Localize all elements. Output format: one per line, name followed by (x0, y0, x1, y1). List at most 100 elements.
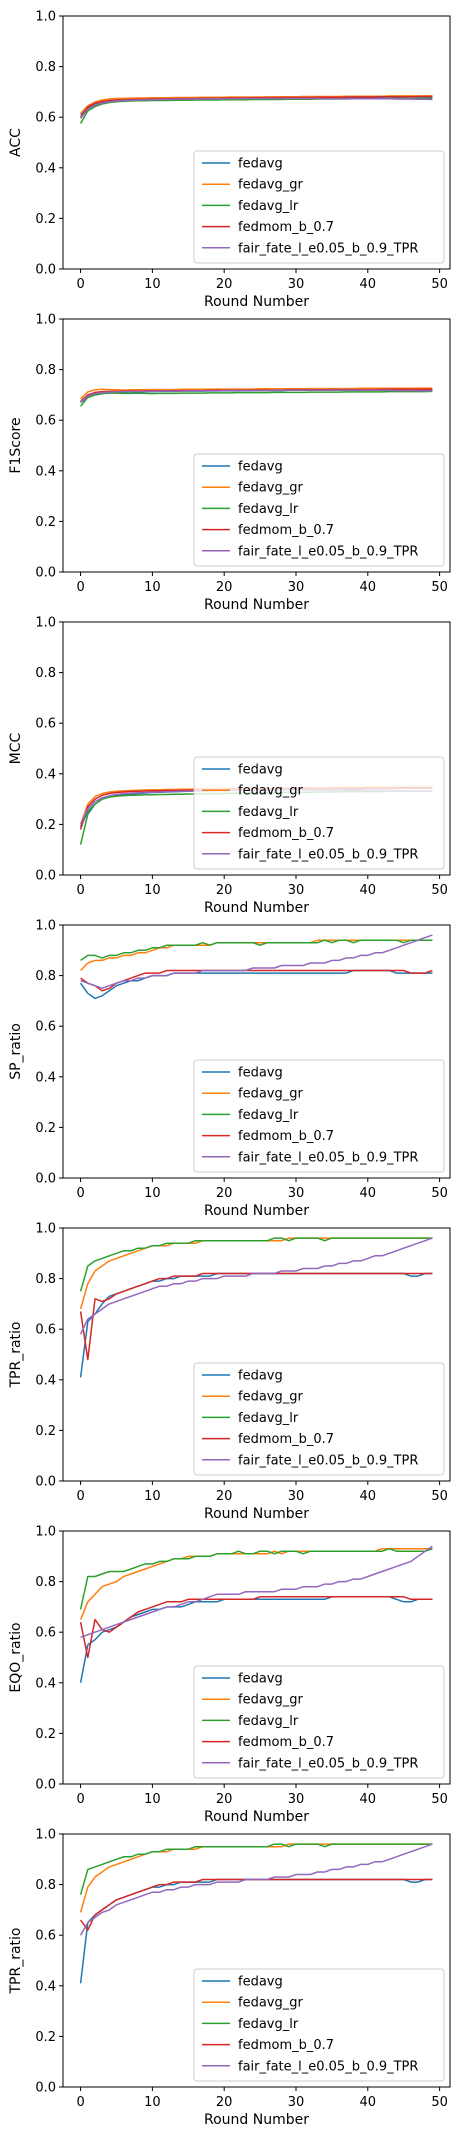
y-tick-label: 0.6 (35, 1626, 56, 1641)
y-tick-label: 1.0 (35, 1222, 56, 1237)
x-tick-label: 30 (288, 277, 305, 292)
x-tick-label: 10 (144, 1186, 161, 1201)
x-tick-label: 50 (431, 1792, 448, 1807)
x-tick-label: 30 (288, 883, 305, 898)
legend-label-2: fedavg_gr (238, 178, 303, 193)
series-line-3 (79, 1237, 433, 1292)
x-axis-label: Round Number (204, 597, 309, 613)
legend-label-4: fedmom_b_0.7 (238, 220, 334, 235)
y-tick-label: 0.6 (35, 414, 56, 429)
y-tick-label: 0.0 (35, 1475, 56, 1490)
legend: fedavg fedavg_gr fedavg_lr fedmom_b_0.7fair… (193, 1968, 445, 2082)
axes-frame (62, 1833, 451, 2088)
legend-label-5: fair_fate_l_e0.05_b_0.9_TPR (238, 544, 418, 559)
legend-label-5: fair_fate_l_e0.05_b_0.9_TPR (238, 1150, 418, 1165)
y-tick-label: 0.8 (35, 363, 56, 378)
y-axis-label: ACC (8, 128, 24, 157)
legend-label-3: fedavg_lr (238, 502, 299, 517)
x-tick-label: 0 (76, 1186, 84, 1201)
x-axis-label: Round Number (204, 900, 309, 916)
y-tick-label: 0.6 (35, 717, 56, 732)
axes-frame (62, 318, 451, 573)
series-line-4 (79, 1596, 433, 1659)
x-tick-label: 20 (216, 2095, 233, 2110)
y-tick-label: 0.0 (35, 2081, 56, 2096)
y-tick-label: 0.2 (35, 818, 56, 833)
chart-panel-1: 0.0 0.2 0.4 0.6 0.8 1.0 0 10 20 30 40 50 Round Numbe… (8, 10, 451, 310)
legend: fedavg fedavg_gr fedavg_lr fedmom_b_0.7fair… (193, 453, 445, 567)
legend-label-2: fedavg_gr (238, 481, 303, 496)
y-tick-label: 0.4 (35, 1979, 56, 1994)
y-tick-label: 0.8 (35, 969, 56, 984)
legend-label-5: fair_fate_l_e0.05_b_0.9_TPR (238, 241, 418, 256)
legend-label-5: fair_fate_l_e0.05_b_0.9_TPR (238, 2059, 418, 2074)
series-line-3 (80, 390, 433, 407)
x-tick-label: 30 (288, 1186, 305, 1201)
legend-label-4: fedmom_b_0.7 (238, 523, 334, 538)
x-tick-label: 0 (76, 580, 84, 595)
x-tick-label: 20 (216, 580, 233, 595)
x-tick-label: 20 (216, 1186, 233, 1201)
y-tick-label: 1.0 (35, 1828, 56, 1843)
x-tick-label: 0 (76, 2095, 84, 2110)
legend-label-5: fair_fate_l_e0.05_b_0.9_TPR (238, 1453, 418, 1468)
x-tick-label: 40 (360, 2095, 377, 2110)
x-tick-label: 40 (360, 1792, 377, 1807)
legend-label-3: fedavg_lr (238, 199, 299, 214)
y-tick-label: 0.0 (35, 1778, 56, 1793)
x-tick-label: 50 (431, 883, 448, 898)
legend-label-4: fedmom_b_0.7 (238, 2038, 334, 2053)
legend-label-4: fedmom_b_0.7 (238, 1432, 334, 1447)
y-tick-label: 0.6 (35, 1929, 56, 1944)
y-tick-label: 0.4 (35, 464, 56, 479)
y-tick-label: 0.6 (35, 1323, 56, 1338)
x-axis-label: Round Number (204, 1506, 309, 1522)
chart-panel-3: 0.0 0.2 0.4 0.6 0.8 1.0 0 10 20 30 40 50 Round Numbe… (8, 616, 451, 916)
chart-panel-4: 0.0 0.2 0.4 0.6 0.8 1.0 0 10 20 30 40 50 Round Numbe… (8, 919, 451, 1219)
legend: fedavg fedavg_gr fedavg_lr fedmom_b_0.7fair… (193, 1362, 445, 1476)
y-tick-label: 0.8 (35, 1272, 56, 1287)
y-tick-label: 0.2 (35, 1424, 56, 1439)
legend-box (193, 150, 445, 264)
series-line-4 (80, 969, 433, 992)
legend-label-3: fedavg_lr (238, 1411, 299, 1426)
legend-label-5: fair_fate_l_e0.05_b_0.9_TPR (238, 847, 418, 862)
legend-label-3: fedavg_lr (238, 1108, 299, 1123)
x-tick-label: 10 (144, 883, 161, 898)
axes-frame (62, 924, 451, 1179)
x-tick-label: 40 (360, 1186, 377, 1201)
x-tick-label: 20 (216, 883, 233, 898)
chart-panel-5: 0.0 0.2 0.4 0.6 0.8 1.0 0 10 20 30 40 50 Round Numbe… (8, 1222, 451, 1522)
chart-panel-2: 0.0 0.2 0.4 0.6 0.8 1.0 0 10 20 30 40 50 Round Numbe… (8, 313, 451, 613)
y-tick-label: 0.2 (35, 212, 56, 227)
x-tick-label: 10 (144, 1489, 161, 1504)
x-tick-label: 0 (76, 1792, 84, 1807)
legend-label-1: fedavg (238, 763, 283, 778)
y-axis-label: TPR_ratio (8, 1321, 24, 1388)
y-tick-label: 1.0 (35, 1525, 56, 1540)
x-tick-label: 30 (288, 2095, 305, 2110)
legend-label-1: fedavg (238, 157, 283, 172)
legend-label-1: fedavg (238, 460, 283, 475)
x-axis-label: Round Number (204, 1809, 309, 1825)
y-tick-label: 0.2 (35, 515, 56, 530)
x-tick-label: 30 (288, 1489, 305, 1504)
x-axis-label: Round Number (204, 1203, 309, 1219)
series-line-5 (80, 97, 433, 119)
y-tick-label: 1.0 (35, 10, 56, 25)
x-tick-label: 0 (76, 883, 84, 898)
y-tick-label: 1.0 (35, 616, 56, 631)
legend-label-1: fedavg (238, 1975, 283, 1990)
x-tick-label: 40 (360, 277, 377, 292)
y-tick-label: 0.2 (35, 1121, 56, 1136)
x-tick-label: 50 (431, 1489, 448, 1504)
series-line-5 (79, 1843, 433, 1936)
y-tick-label: 0.4 (35, 767, 56, 782)
legend-label-3: fedavg_lr (238, 1714, 299, 1729)
legend-label-2: fedavg_gr (238, 1390, 303, 1405)
legend-label-2: fedavg_gr (238, 784, 303, 799)
chart-panel-7: 0.0 0.2 0.4 0.6 0.8 1.0 0 10 20 30 40 50 Round Numbe… (8, 1828, 451, 2128)
legend: fedavg fedavg_gr fedavg_lr fedmom_b_0.7fair… (193, 1059, 445, 1173)
legend: fedavg fedavg_gr fedavg_lr fedmom_b_0.7fair… (193, 1665, 445, 1779)
y-axis-label: TPR_ratio (8, 1927, 24, 1994)
